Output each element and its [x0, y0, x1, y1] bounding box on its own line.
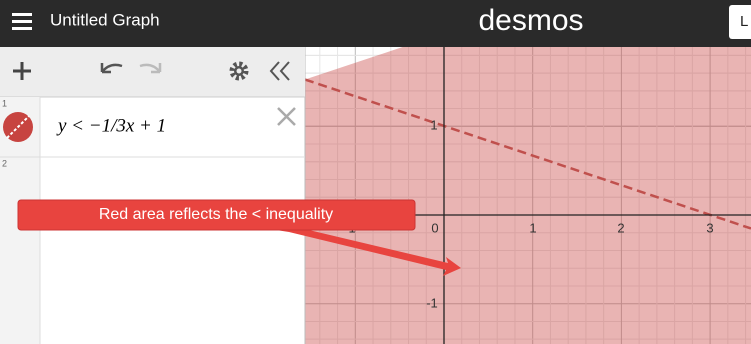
expression-input[interactable]: y < −1/3x + 1 [56, 115, 166, 136]
collapse-button[interactable] [269, 61, 290, 81]
x-axis-label: 0 [431, 220, 438, 235]
color-icon[interactable] [3, 112, 33, 142]
annotation-text: Red area reflects the < inequality [99, 206, 333, 223]
row-number: 2 [2, 158, 7, 168]
y-axis-label: 1 [430, 117, 437, 132]
menu-button[interactable] [12, 13, 32, 30]
delete-button[interactable] [277, 107, 296, 126]
x-axis-label: 2 [617, 220, 624, 235]
x-axis-label: 1 [529, 220, 536, 235]
login-label: L [740, 13, 748, 30]
settings-button[interactable] [229, 61, 249, 81]
boundary-line [305, 78, 751, 230]
header [0, 0, 751, 47]
undo-button[interactable] [100, 63, 123, 74]
login-button[interactable] [729, 5, 751, 39]
row-number: 1 [2, 98, 7, 108]
add-button[interactable] [13, 62, 31, 80]
graph-title[interactable]: Untitled Graph [50, 10, 160, 29]
annotation: Red area reflects the < inequality [17, 199, 461, 276]
redo-button[interactable] [139, 63, 162, 74]
graph-canvas[interactable] [305, 47, 751, 344]
logo: desmos [478, 4, 583, 37]
y-axis-label: -1 [426, 295, 438, 310]
x-axis-label: 3 [706, 220, 713, 235]
grid [305, 47, 751, 344]
shaded-region [305, 47, 751, 344]
